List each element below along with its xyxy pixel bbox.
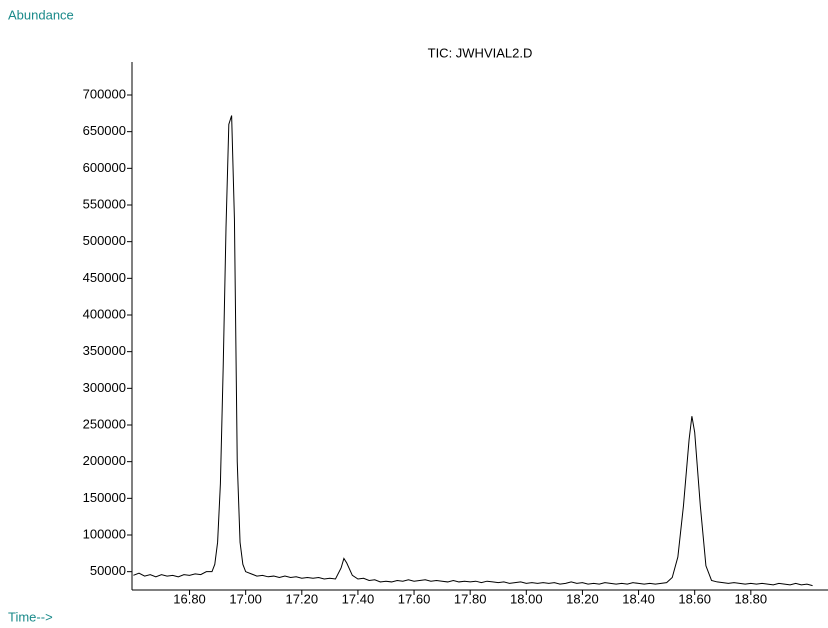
x-tick-label: 18.40 [622,591,655,606]
chromatogram-line [133,115,813,587]
x-tick-label: 17.40 [342,591,375,606]
x-tick-label: 17.00 [229,591,262,606]
y-tick-label: 600000 [83,160,126,175]
x-tick-label: 18.20 [566,591,599,606]
x-tick-label: 17.60 [398,591,431,606]
x-tick-label: 16.80 [173,591,206,606]
chart-title: TIC: JWHVIAL2.D [428,45,533,60]
y-tick-label: 400000 [83,306,126,321]
y-tick-label: 500000 [83,233,126,248]
x-tick-label: 17.20 [286,591,319,606]
y-tick-label: 100000 [83,526,126,541]
y-tick-label: 300000 [83,380,126,395]
x-tick-label: 17.80 [454,591,487,606]
y-tick-label: 650000 [83,123,126,138]
y-tick-label: 700000 [83,86,126,101]
x-axis-label: Time--> [8,609,53,623]
x-tick-label: 18.60 [678,591,711,606]
y-tick-label: 450000 [83,270,126,285]
y-tick-label: 350000 [83,343,126,358]
x-tick-label: 18.80 [735,591,768,606]
x-tick-label: 18.00 [510,591,543,606]
y-tick-label: 150000 [83,490,126,505]
y-tick-label: 250000 [83,416,126,431]
y-tick-label: 550000 [83,196,126,211]
y-axis-label: Abundance [8,7,74,22]
y-tick-label: 200000 [83,453,126,468]
y-tick-label: 50000 [90,563,126,578]
